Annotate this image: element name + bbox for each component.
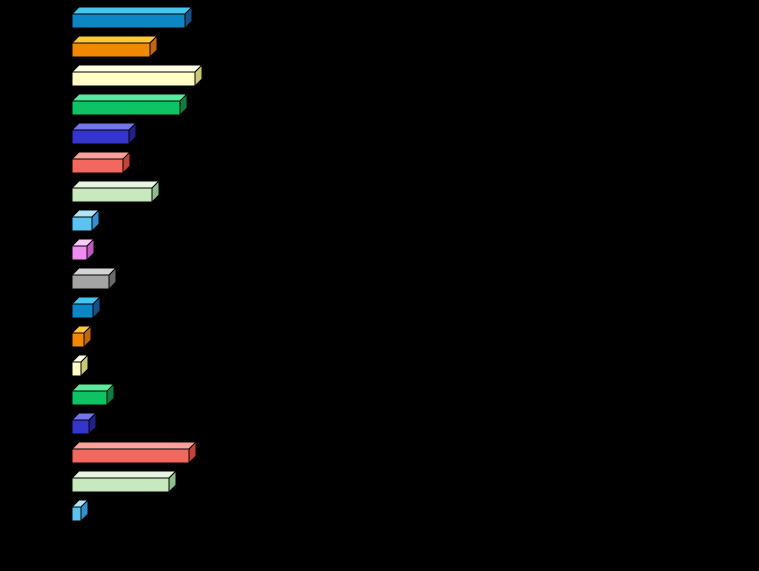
bar-front-face [71,506,82,522]
bar-front-face [71,448,190,464]
bar-front-face [71,419,90,435]
bar-2-orange [70,34,159,59]
bar-3-light-yellow [70,63,204,88]
bar-front-face [71,187,153,203]
bar-12-orange [70,324,93,349]
bar-11-azure-blue [70,295,102,320]
bar-18-sky-blue [70,498,90,523]
bar-front-face [71,332,85,348]
bar-top-face [70,122,138,131]
bar-14-green [70,382,116,407]
bar-front-face [71,13,186,29]
bar-top-face [70,6,194,15]
bar-9-violet [70,237,96,262]
bar-1-azure-blue [70,5,194,30]
bar-4-green [70,92,189,117]
bar-top-face [70,93,189,102]
bar-front-face [71,303,94,319]
bar-top-face [70,180,161,189]
bar-8-sky-blue [70,208,101,233]
bar-front-face [71,390,108,406]
bar-17-pale-green [70,469,178,494]
bar-7-pale-green [70,179,161,204]
bar-15-indigo [70,411,98,436]
bar-front-face [71,158,124,174]
bar-front-face [71,274,110,290]
bar-5-indigo [70,121,138,146]
bar-front-face [71,216,93,232]
bar-front-face [71,100,181,116]
bar-front-face [71,129,130,145]
bar-top-face [70,64,204,73]
bar-16-salmon [70,440,198,465]
bar-top-face [70,151,132,160]
bar-top-face [70,470,178,479]
bar-top-face [70,441,198,450]
bar-front-face [71,245,88,261]
bar-front-face [71,42,151,58]
bar-front-face [71,361,82,377]
bar-front-face [71,477,170,493]
bar-10-gray [70,266,118,291]
bar-front-face [71,71,196,87]
bar-top-face [70,35,159,44]
bar-13-light-yellow [70,353,90,378]
bar-6-salmon [70,150,132,175]
